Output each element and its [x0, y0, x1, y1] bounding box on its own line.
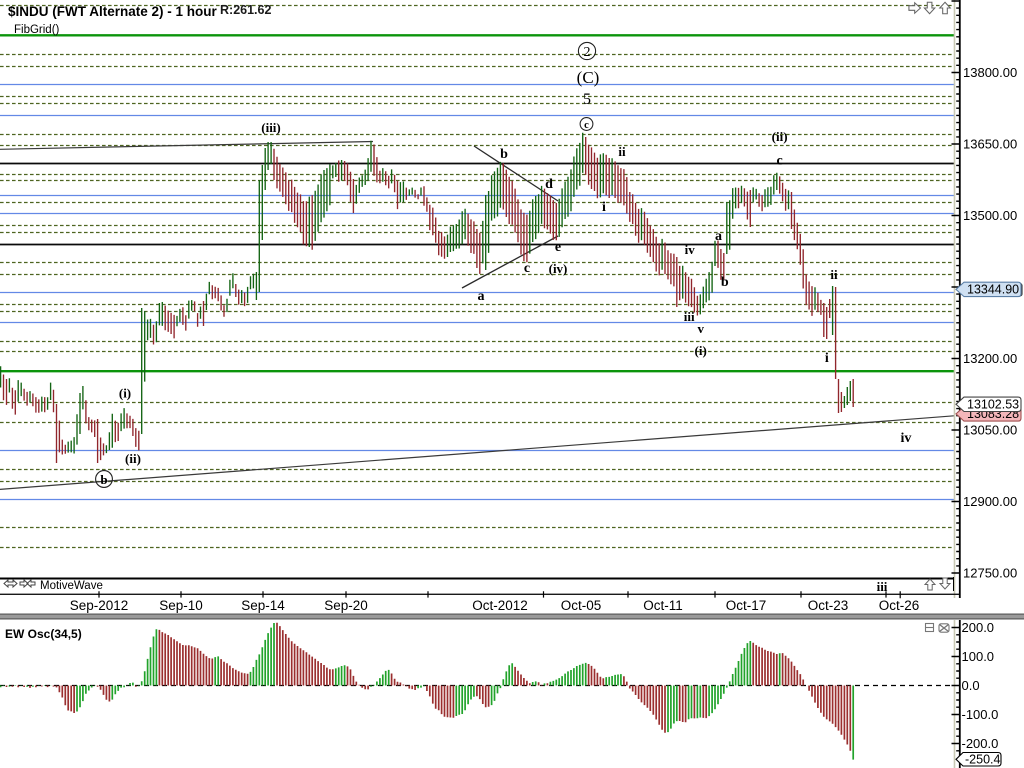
svg-text:R:261.62: R:261.62 [220, 3, 271, 17]
svg-text:5: 5 [583, 91, 591, 108]
svg-text:-200.0: -200.0 [962, 736, 999, 751]
svg-text:b: b [721, 275, 729, 290]
svg-text:iii: iii [877, 579, 888, 594]
svg-text:FibGrid(): FibGrid() [14, 24, 60, 36]
svg-text:$INDU (FWT Alternate 2) - 1 ho: $INDU (FWT Alternate 2) - 1 hour [8, 4, 218, 19]
svg-text:(iv): (iv) [549, 261, 568, 276]
svg-text:ii: ii [830, 267, 838, 282]
svg-text:a: a [715, 229, 722, 244]
svg-text:13800.00: 13800.00 [963, 65, 1017, 80]
svg-text:b: b [500, 147, 508, 162]
svg-text:(iii): (iii) [261, 120, 281, 135]
svg-text:b: b [100, 472, 107, 487]
svg-text:i: i [825, 351, 829, 366]
svg-text:a: a [478, 289, 485, 304]
svg-text:EW Osc(34,5): EW Osc(34,5) [5, 627, 82, 641]
svg-text:Sep-2012: Sep-2012 [70, 598, 129, 613]
svg-text:c: c [584, 120, 589, 131]
svg-text:Sep-20: Sep-20 [324, 598, 368, 613]
svg-text:(i): (i) [695, 343, 707, 358]
svg-text:13500.00: 13500.00 [963, 208, 1017, 223]
svg-text:e: e [555, 240, 561, 255]
svg-text:(ii): (ii) [772, 129, 788, 144]
svg-text:13650.00: 13650.00 [963, 136, 1017, 151]
svg-text:200.0: 200.0 [962, 620, 995, 635]
svg-text:Oct-11: Oct-11 [643, 598, 683, 613]
svg-text:Oct-05: Oct-05 [561, 598, 602, 613]
svg-text:Sep-10: Sep-10 [159, 598, 203, 613]
svg-text:iv: iv [901, 431, 912, 446]
svg-text:-250.4: -250.4 [965, 753, 1000, 767]
svg-text:(ii): (ii) [125, 451, 141, 466]
svg-text:iv: iv [685, 242, 696, 257]
svg-text:12900.00: 12900.00 [963, 494, 1017, 509]
svg-text:ii: ii [618, 144, 626, 159]
svg-text:-100.0: -100.0 [962, 707, 999, 722]
svg-text:Sep-14: Sep-14 [241, 598, 285, 613]
svg-text:MotiveWave: MotiveWave [40, 580, 103, 592]
svg-text:c: c [524, 261, 530, 276]
svg-text:Oct-23: Oct-23 [808, 598, 849, 613]
svg-text:d: d [545, 177, 553, 192]
svg-text:13344.90: 13344.90 [967, 283, 1019, 297]
svg-text:13050.00: 13050.00 [963, 422, 1017, 437]
svg-text:(C): (C) [577, 68, 600, 87]
svg-text:c: c [776, 154, 782, 169]
svg-text:iii: iii [684, 309, 695, 324]
svg-text:12750.00: 12750.00 [963, 565, 1017, 580]
svg-text:13200.00: 13200.00 [963, 351, 1017, 366]
svg-text:2: 2 [584, 45, 591, 60]
svg-text:v: v [697, 321, 704, 336]
svg-text:Oct-17: Oct-17 [726, 598, 767, 613]
svg-text:Oct-2012: Oct-2012 [472, 598, 528, 613]
svg-text:13102.53: 13102.53 [967, 398, 1019, 412]
svg-text:Oct-26: Oct-26 [879, 598, 920, 613]
svg-text:i: i [602, 200, 606, 215]
svg-text:100.0: 100.0 [962, 649, 995, 664]
svg-text:(i): (i) [119, 386, 131, 401]
svg-text:0.0: 0.0 [962, 678, 980, 693]
